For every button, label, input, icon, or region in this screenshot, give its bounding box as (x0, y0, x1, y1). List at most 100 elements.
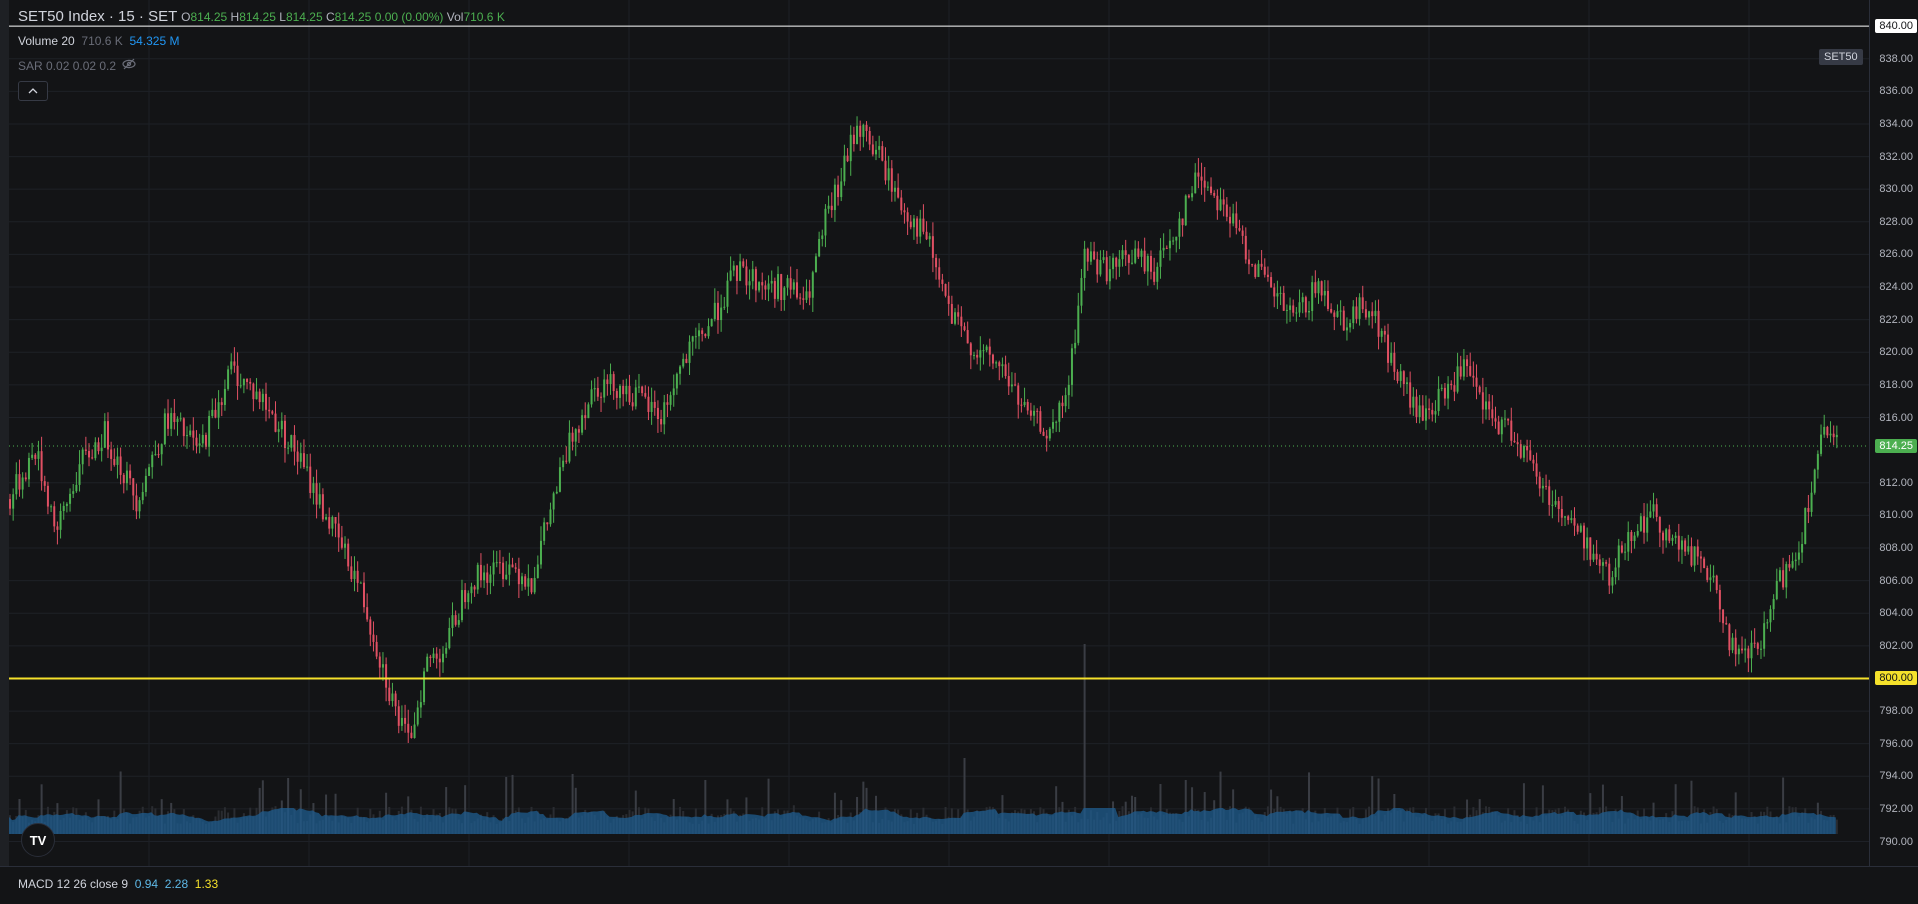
candle-down (1017, 385, 1020, 405)
candle-up (982, 350, 985, 352)
candle-up (1276, 293, 1279, 297)
support-line-price-tag[interactable]: 800.00 (1875, 671, 1917, 686)
candle-down (265, 393, 268, 410)
price-tick-label: 802.00 (1879, 639, 1913, 652)
price-chart-svg[interactable] (9, 0, 1869, 866)
volume-bar (704, 780, 707, 834)
candle-down (236, 365, 239, 386)
candle-down (328, 517, 331, 529)
candle-down (865, 124, 868, 132)
candle-up (75, 484, 78, 492)
candle-up (672, 388, 675, 396)
candle-down (837, 184, 840, 198)
volume-indicator-legend[interactable]: Volume 20 710.6 K 54.325 M (18, 34, 179, 48)
candle-down (9, 499, 11, 509)
candle-up (887, 168, 890, 181)
candle-up (1295, 312, 1298, 314)
candle-down (1229, 216, 1231, 224)
price-tick-label: 836.00 (1879, 85, 1913, 98)
candle-up (211, 409, 214, 417)
candle-up (1023, 401, 1026, 406)
candle-down (1421, 405, 1424, 421)
candle-up (160, 444, 163, 455)
candle-down (1282, 292, 1285, 311)
candle-down (84, 449, 87, 451)
candle-up (413, 724, 416, 739)
eye-off-icon[interactable] (122, 58, 136, 73)
sar-indicator-legend[interactable]: SAR 0.02 0.02 0.2 (18, 58, 136, 73)
candle-down (761, 282, 764, 286)
candle-up (603, 379, 606, 398)
candle-down (1548, 486, 1551, 505)
candle-up (698, 330, 701, 337)
tradingview-logo[interactable]: TV (21, 823, 55, 857)
candle-up (691, 336, 694, 342)
candle-down (1127, 255, 1130, 263)
candle-down (258, 391, 261, 403)
candle-down (1238, 228, 1241, 231)
candle-up (230, 361, 233, 370)
candle-down (97, 442, 100, 452)
top-line-price-tag[interactable]: 840.00 (1875, 19, 1917, 34)
candle-down (378, 656, 381, 668)
candle-up (1311, 282, 1314, 312)
candle-up (675, 373, 678, 389)
volume-bar (1589, 793, 1592, 834)
candle-up (562, 460, 565, 468)
candle-down (1364, 309, 1367, 318)
candle-up (1112, 257, 1115, 270)
macd-legend[interactable]: MACD 12 26 close 9 0.94 2.28 1.33 (18, 877, 218, 891)
price-axis[interactable]: 838.00 836.00 834.00 832.00 830.00 828.00 826.… (1869, 0, 1918, 866)
candle-down (524, 576, 527, 587)
symbol-title[interactable]: SET50 Index · 15 · SET (18, 8, 177, 25)
candle-down (1383, 330, 1386, 335)
candle-up (467, 593, 470, 603)
candle-down (1459, 366, 1462, 377)
candle-up (1175, 236, 1178, 241)
candle-up (37, 451, 40, 459)
volume-bar (1308, 772, 1311, 834)
candle-down (1466, 359, 1469, 367)
close-value: 814.25 (334, 10, 372, 24)
candle-down (135, 495, 138, 512)
candle-up (476, 564, 479, 590)
volume-bar (833, 792, 836, 834)
candle-up (1813, 469, 1816, 493)
candle-up (1418, 405, 1421, 417)
candle-up (1551, 504, 1554, 506)
candle-down (1655, 504, 1658, 517)
candle-down (1497, 421, 1500, 435)
candle-up (1614, 567, 1617, 578)
price-plot-area[interactable] (9, 0, 1869, 866)
candle-down (656, 407, 659, 420)
candle-down (302, 453, 305, 468)
candle-down (1598, 559, 1601, 566)
candle-up (170, 413, 173, 429)
candle-down (1096, 259, 1099, 275)
candle-down (1728, 624, 1731, 651)
candle-up (1794, 559, 1797, 562)
candle-up (255, 391, 258, 400)
candle-up (62, 505, 65, 511)
current-price-tag[interactable]: 814.25 (1875, 439, 1917, 454)
candle-down (947, 295, 950, 304)
candle-down (1402, 371, 1405, 384)
candle-down (173, 413, 176, 422)
candle-down (1263, 266, 1266, 275)
candle-down (754, 269, 757, 291)
candle-down (1149, 255, 1152, 272)
volume-bar (385, 792, 388, 834)
candle-down (1187, 195, 1190, 198)
candle-down (1450, 383, 1453, 386)
candle-up (1649, 511, 1652, 518)
price-tick-label: 812.00 (1879, 476, 1913, 489)
collapse-legend-button[interactable] (18, 81, 48, 101)
candle-down (644, 393, 647, 397)
candle-down (1684, 540, 1687, 552)
candle-up (1323, 290, 1326, 296)
candle-up (1184, 195, 1187, 226)
macd-pane[interactable]: MACD 12 26 close 9 0.94 2.28 1.33 (0, 866, 1918, 904)
candle-down (1469, 366, 1472, 376)
candle-down (830, 205, 833, 211)
volume-bar (1270, 789, 1273, 834)
